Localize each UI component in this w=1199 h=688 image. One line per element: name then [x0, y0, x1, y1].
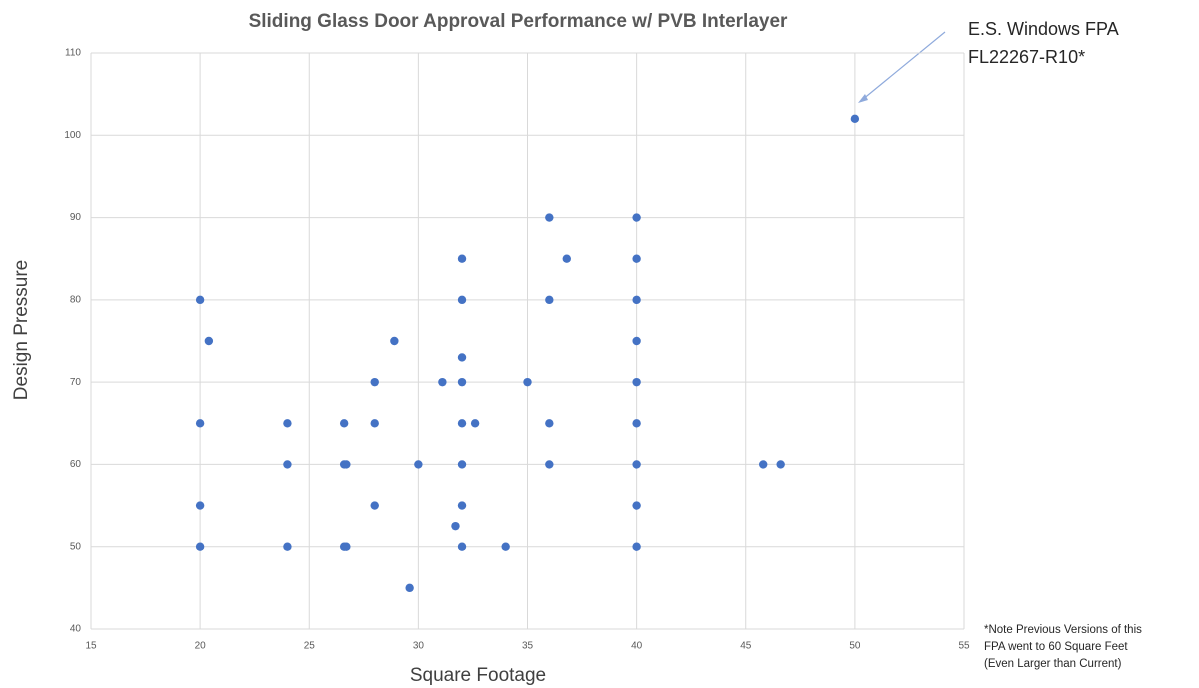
- note: (Even Larger than Current): [984, 658, 1122, 670]
- x-tick-label: 25: [304, 641, 316, 652]
- point: [457, 295, 467, 305]
- point: [632, 501, 641, 510]
- point: [457, 501, 467, 510]
- point: [470, 419, 480, 428]
- point: [204, 336, 214, 346]
- x-tick-label: 55: [958, 641, 970, 652]
- point: [414, 460, 423, 469]
- x-tick-label: 50: [849, 641, 861, 652]
- point: [545, 295, 554, 305]
- point: [405, 583, 414, 593]
- point: [632, 295, 641, 305]
- y-tick-label: 70: [70, 377, 82, 388]
- point: [457, 460, 467, 469]
- point: [545, 419, 554, 428]
- point: [501, 542, 510, 551]
- point: [457, 377, 467, 387]
- y-tick-label: 110: [65, 48, 81, 59]
- y-tick-label: 40: [70, 624, 82, 635]
- y-tick-label: 50: [70, 541, 82, 552]
- point: [545, 460, 554, 469]
- point: [850, 114, 860, 124]
- y-tick-label: 60: [70, 459, 82, 470]
- point: [776, 460, 785, 469]
- x-tick-label: 15: [85, 641, 97, 652]
- point: [545, 213, 554, 222]
- arrow-head: [858, 94, 868, 103]
- chart-title: Sliding Glass Door Approval Performance …: [249, 11, 788, 32]
- point: [370, 419, 379, 428]
- point: [342, 460, 351, 469]
- x-tick-label: 30: [413, 641, 425, 652]
- x-tick-label: 40: [631, 641, 643, 652]
- point: [632, 542, 641, 551]
- point: [632, 213, 641, 222]
- point: [195, 542, 205, 551]
- point: [342, 542, 351, 551]
- point: [195, 501, 205, 510]
- x-tick-label: 35: [522, 641, 534, 652]
- x-axis-label: Square Footage: [410, 665, 546, 686]
- point: [195, 419, 205, 428]
- y-tick-label: 100: [64, 130, 81, 141]
- y-tick-label: 90: [70, 212, 82, 223]
- point: [283, 419, 292, 428]
- point: [438, 377, 447, 387]
- x-tick-label: 20: [195, 641, 207, 652]
- point: [195, 295, 205, 305]
- point: [523, 377, 532, 387]
- point: [457, 353, 467, 362]
- note: *Note Previous Versions of this: [984, 624, 1142, 636]
- point: [283, 460, 292, 469]
- point: [283, 542, 292, 551]
- x-tick-label: 45: [740, 641, 752, 652]
- annotation-arrow: [861, 31, 946, 101]
- annotation: FL22267-R10*: [968, 47, 1085, 67]
- point: [457, 542, 467, 551]
- point: [451, 521, 460, 531]
- note: FPA went to 60 Square Feet: [984, 641, 1128, 653]
- annotation: E.S. Windows FPA: [968, 19, 1119, 39]
- point: [370, 501, 379, 510]
- point: [759, 460, 768, 469]
- point: [632, 377, 641, 387]
- point: [339, 419, 349, 428]
- point: [390, 336, 399, 346]
- point: [632, 419, 641, 428]
- point: [632, 460, 641, 469]
- point: [632, 254, 641, 263]
- point: [632, 336, 641, 346]
- y-tick-label: 80: [70, 294, 82, 305]
- point: [457, 419, 467, 428]
- point: [562, 254, 571, 263]
- y-axis-label: Design Pressure: [11, 260, 32, 400]
- point: [370, 377, 379, 387]
- point: [457, 254, 467, 263]
